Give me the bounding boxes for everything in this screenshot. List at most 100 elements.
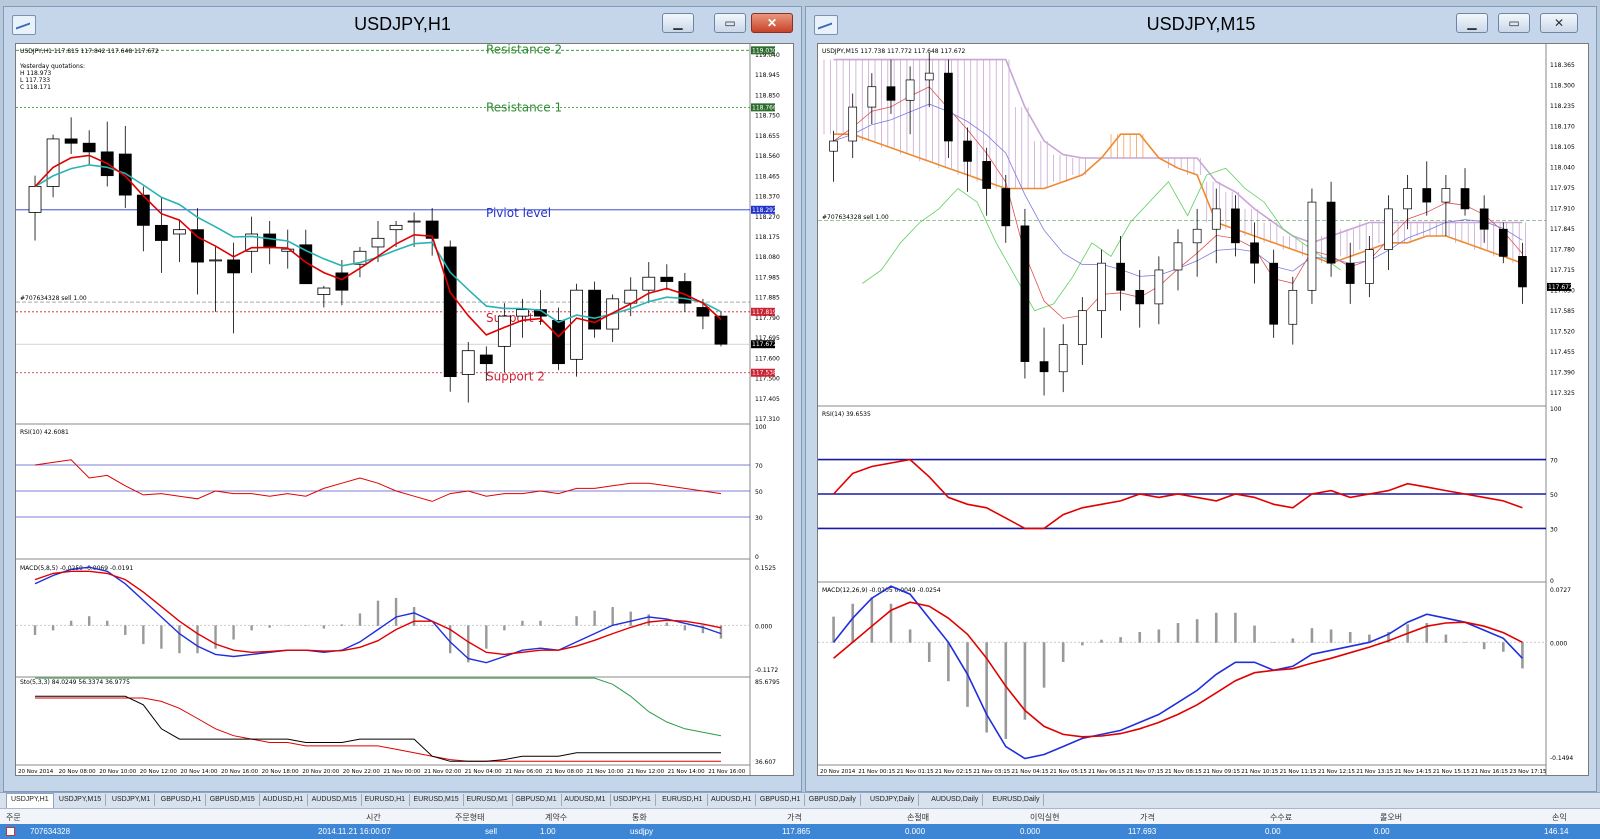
trade-column-header[interactable]: 손절매 <box>907 813 930 822</box>
price-tick-label: 117.585 <box>1550 308 1575 315</box>
time-axis-label: 21 Nov 14:15 <box>1395 769 1433 775</box>
minimize-button[interactable]: ▁ <box>662 13 694 33</box>
chart-tab[interactable]: EURUSD,M1 <box>463 794 513 806</box>
price-tick-label: 117.325 <box>1550 390 1575 397</box>
price-tick-label: 117.405 <box>755 396 780 403</box>
price-tick-label: 118.465 <box>755 173 780 180</box>
macd-histogram-bar <box>1521 642 1524 669</box>
candle-body <box>389 224 403 231</box>
stoch-label: Sto(5,3,3) 84.0249 56.3374 36.9775 <box>20 679 130 686</box>
trade-cell: 1.00 <box>540 827 556 836</box>
chart-tab[interactable]: EURUSD,H1 <box>361 794 411 806</box>
time-axis-label: 21 Nov 03:15 <box>973 769 1011 775</box>
chart-tab[interactable]: AUDUSD,H1 <box>707 794 757 806</box>
trade-cell: sell <box>485 827 498 836</box>
candle-body <box>1039 361 1049 373</box>
chart-tab[interactable]: EURUSD,M15 <box>410 794 464 806</box>
order-label: #707634328 sell 1.00 <box>822 214 889 221</box>
macd-histogram-bar <box>106 620 109 626</box>
chart-tab[interactable]: AUDUSD,M1 <box>560 794 611 806</box>
chart-tab[interactable]: GBPUSD,M15 <box>206 794 260 806</box>
chart-tab[interactable]: EURUSD,H1 <box>658 794 708 806</box>
trade-column-header[interactable]: 시간 <box>366 813 381 822</box>
time-axis-label: 21 Nov 04:00 <box>465 769 503 775</box>
candle-body <box>1498 228 1508 257</box>
trade-column-header[interactable]: 가격 <box>1140 813 1155 822</box>
candle-body <box>461 350 475 375</box>
chart-tab[interactable]: GBPUSD,H1 <box>157 794 207 806</box>
chart-tab[interactable]: EURUSD,Daily <box>988 794 1045 806</box>
macd-histogram-bar <box>719 625 723 639</box>
maximize-button[interactable]: ▭ <box>1498 13 1530 33</box>
trade-column-header[interactable]: 손익 <box>1552 813 1567 822</box>
chart-window-icon <box>12 15 36 35</box>
time-axis-label: 21 Nov 04:15 <box>1012 769 1050 775</box>
yesterday-high: H 118.973 <box>20 70 51 77</box>
price-tick-label: 118.175 <box>755 234 780 241</box>
time-axis-label: 21 Nov 10:00 <box>586 769 624 775</box>
chart-tab[interactable]: AUDUSD,H1 <box>259 794 309 806</box>
trade-column-header[interactable]: 가격 <box>787 813 802 822</box>
maximize-button[interactable]: ▭ <box>714 13 746 33</box>
chart-tab[interactable]: GBPUSD,H1 <box>756 794 806 806</box>
trade-column-header[interactable]: 계약수 <box>545 813 568 822</box>
usdjpy-m15-chart[interactable]: 118.365 118.300 118.235 118.170 118.105 118.0… <box>818 44 1588 775</box>
close-button[interactable]: ✕ <box>1540 13 1578 33</box>
candle-body <box>696 307 710 317</box>
chart-tab[interactable]: USDJPY,H1 <box>609 794 656 806</box>
trade-column-header[interactable]: 주문 <box>6 813 21 822</box>
chart-tab[interactable]: AUDUSD,M15 <box>308 794 362 806</box>
macd-histogram-bar <box>232 625 235 640</box>
time-axis-label: 23 Nov 17:15 <box>1509 769 1547 775</box>
macd-signal-line <box>34 570 722 656</box>
chart-tab[interactable]: AUDUSD,Daily <box>927 794 984 806</box>
trade-table-row[interactable]: 707634328 2014.11.21 16:00:07 sell 1.00 usdj… <box>0 824 1600 839</box>
title-bar[interactable]: USDJPY,H1 ▁ ▭ ✕ <box>4 7 801 41</box>
trade-column-header[interactable]: 이익실현 <box>1030 813 1060 822</box>
chart-tab[interactable]: USDJPY,M1 <box>108 794 156 806</box>
candle-body <box>516 309 529 317</box>
price-tick-label: 118.040 <box>1550 165 1575 172</box>
minimize-button[interactable]: ▁ <box>1456 13 1488 33</box>
rsi-tick-label: 50 <box>1550 492 1558 499</box>
usdjpy-h1-chart[interactable]: 119.040 118.945 118.850 118.750 118.655 118.5… <box>16 42 793 775</box>
macd-histogram-bar <box>142 625 145 645</box>
macd-histogram-bar <box>1176 623 1180 643</box>
chart-tab[interactable]: USDJPY,Daily <box>866 794 920 806</box>
price-tick-label: 118.170 <box>1550 124 1575 131</box>
macd-histogram-bar <box>124 625 127 635</box>
trade-cell: 117.693 <box>1128 827 1157 836</box>
title-bar[interactable]: USDJPY,M15 ▁ ▭ ✕ <box>806 7 1596 41</box>
candle-body <box>660 276 674 282</box>
chart-tab[interactable]: USDJPY,H1 <box>6 793 54 808</box>
candle-body <box>905 79 915 101</box>
trade-column-header[interactable]: 롤오버 <box>1380 813 1403 822</box>
macd-histogram-bar <box>160 625 163 649</box>
macd-line <box>34 566 722 664</box>
chart-tab[interactable]: GBPUSD,M1 <box>511 794 562 806</box>
macd-histogram-bar <box>1061 642 1065 662</box>
macd-histogram-bar <box>1081 642 1084 646</box>
trade-cell: 0.000 <box>905 827 926 836</box>
macd-histogram-bar <box>340 624 344 626</box>
chart-area[interactable]: 119.040 118.945 118.850 118.750 118.655 118.5… <box>15 42 794 776</box>
chart-area[interactable]: 118.365 118.300 118.235 118.170 118.105 118.0… <box>817 43 1589 776</box>
macd-histogram-bar <box>683 625 687 631</box>
candle-body <box>1326 201 1336 264</box>
price-tick-label: 117.600 <box>755 355 780 362</box>
chart-tab[interactable]: GBPUSD,Daily <box>805 794 861 806</box>
trade-column-header[interactable]: 주문형태 <box>455 813 485 822</box>
candle-body <box>552 320 565 365</box>
close-button[interactable]: ✕ <box>751 13 793 33</box>
chart-window-usdjpy-m15[interactable]: USDJPY,M15 ▁ ▭ ✕ 118.365 118.300 118.235 11… <box>805 6 1597 792</box>
time-axis-label: 20 Nov 18:00 <box>262 769 300 775</box>
price-tick-label: 118.750 <box>755 113 780 120</box>
macd-histogram-bar <box>376 600 380 626</box>
trade-column-header[interactable]: 통화 <box>632 813 647 822</box>
chart-window-usdjpy-h1[interactable]: USDJPY,H1 ▁ ▭ ✕ 119.040 118.945 118.850 118… <box>3 6 802 792</box>
trade-column-header[interactable]: 수수료 <box>1270 813 1293 822</box>
price-tick-label: 117.910 <box>1550 206 1575 213</box>
chart-tab[interactable]: USDJPY,M15 <box>55 794 107 806</box>
window-title: USDJPY,M15 <box>1146 14 1256 34</box>
candle-body <box>209 259 222 262</box>
